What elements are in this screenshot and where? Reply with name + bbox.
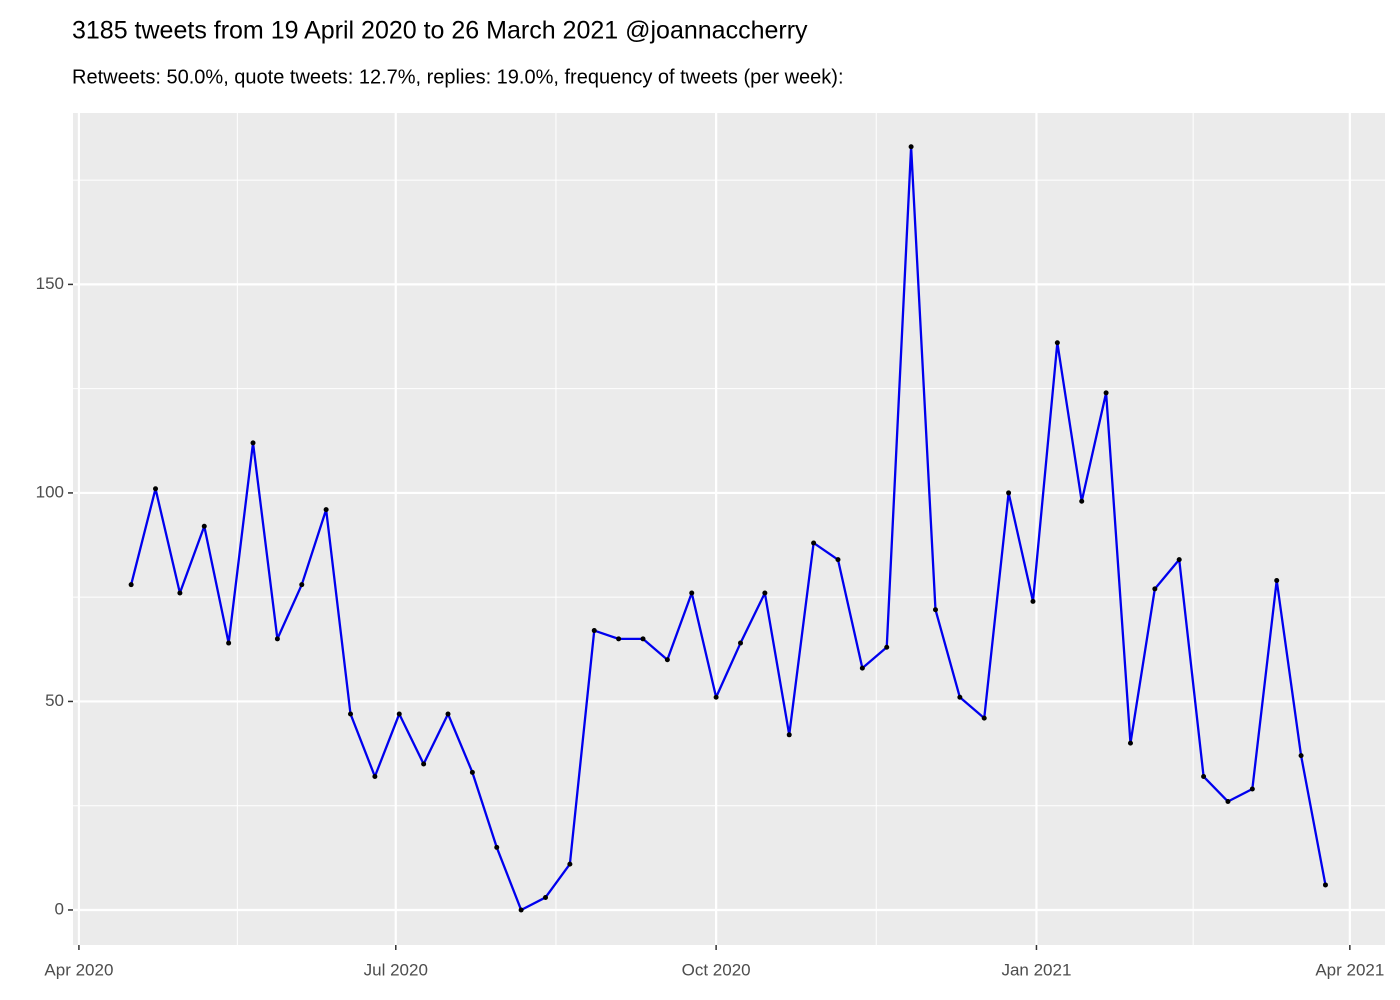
point — [689, 590, 695, 596]
x-tick-label: Jul 2020 — [364, 960, 428, 979]
y-tick-label: 100 — [36, 482, 64, 501]
point — [786, 732, 792, 738]
chart-title: 3185 tweets from 19 April 2020 to 26 Mar… — [72, 17, 808, 45]
point — [494, 844, 500, 850]
point — [908, 144, 914, 150]
point — [884, 644, 890, 650]
point — [1201, 774, 1207, 780]
point — [664, 657, 670, 663]
point — [177, 590, 183, 596]
point — [859, 665, 865, 671]
point — [274, 636, 280, 642]
point — [128, 582, 134, 588]
chart-subtitle: Retweets: 50.0%, quote tweets: 12.7%, re… — [72, 66, 844, 88]
point — [1030, 598, 1036, 604]
point — [591, 628, 597, 634]
point — [1127, 740, 1133, 746]
point — [640, 636, 646, 642]
point — [1274, 578, 1280, 584]
point — [762, 590, 768, 596]
point — [713, 694, 719, 700]
y-tick-label: 150 — [36, 274, 64, 293]
x-tick-label: Apr 2021 — [1315, 960, 1384, 979]
point — [737, 640, 743, 646]
plot-panel — [73, 113, 1385, 945]
point — [396, 711, 402, 717]
point — [1249, 786, 1255, 792]
point — [1176, 557, 1182, 563]
point — [421, 761, 427, 767]
point — [348, 711, 354, 717]
x-tick-label: Oct 2020 — [682, 960, 751, 979]
y-tick-label: 0 — [55, 899, 64, 918]
point — [469, 769, 475, 775]
point — [1054, 340, 1060, 346]
point — [153, 486, 159, 492]
x-tick-label: Jan 2021 — [1001, 960, 1071, 979]
point — [616, 636, 622, 642]
point — [299, 582, 305, 588]
point — [250, 440, 256, 446]
point — [811, 540, 817, 546]
point — [957, 694, 963, 700]
point — [932, 607, 938, 613]
point — [1298, 753, 1304, 759]
x-tick-label: Apr 2020 — [44, 960, 113, 979]
y-tick-label: 50 — [45, 691, 64, 710]
point — [372, 774, 378, 780]
point — [1006, 490, 1012, 496]
line — [130, 145, 1327, 912]
point — [1103, 390, 1109, 396]
point — [981, 715, 987, 721]
point — [226, 640, 232, 646]
point — [835, 557, 841, 563]
point — [1322, 882, 1328, 888]
point — [518, 907, 524, 913]
point — [1225, 799, 1231, 805]
point — [323, 507, 329, 513]
point — [1079, 498, 1085, 504]
point — [567, 861, 573, 867]
point — [1152, 586, 1158, 592]
point — [201, 523, 207, 529]
point — [445, 711, 451, 717]
point — [543, 894, 549, 900]
